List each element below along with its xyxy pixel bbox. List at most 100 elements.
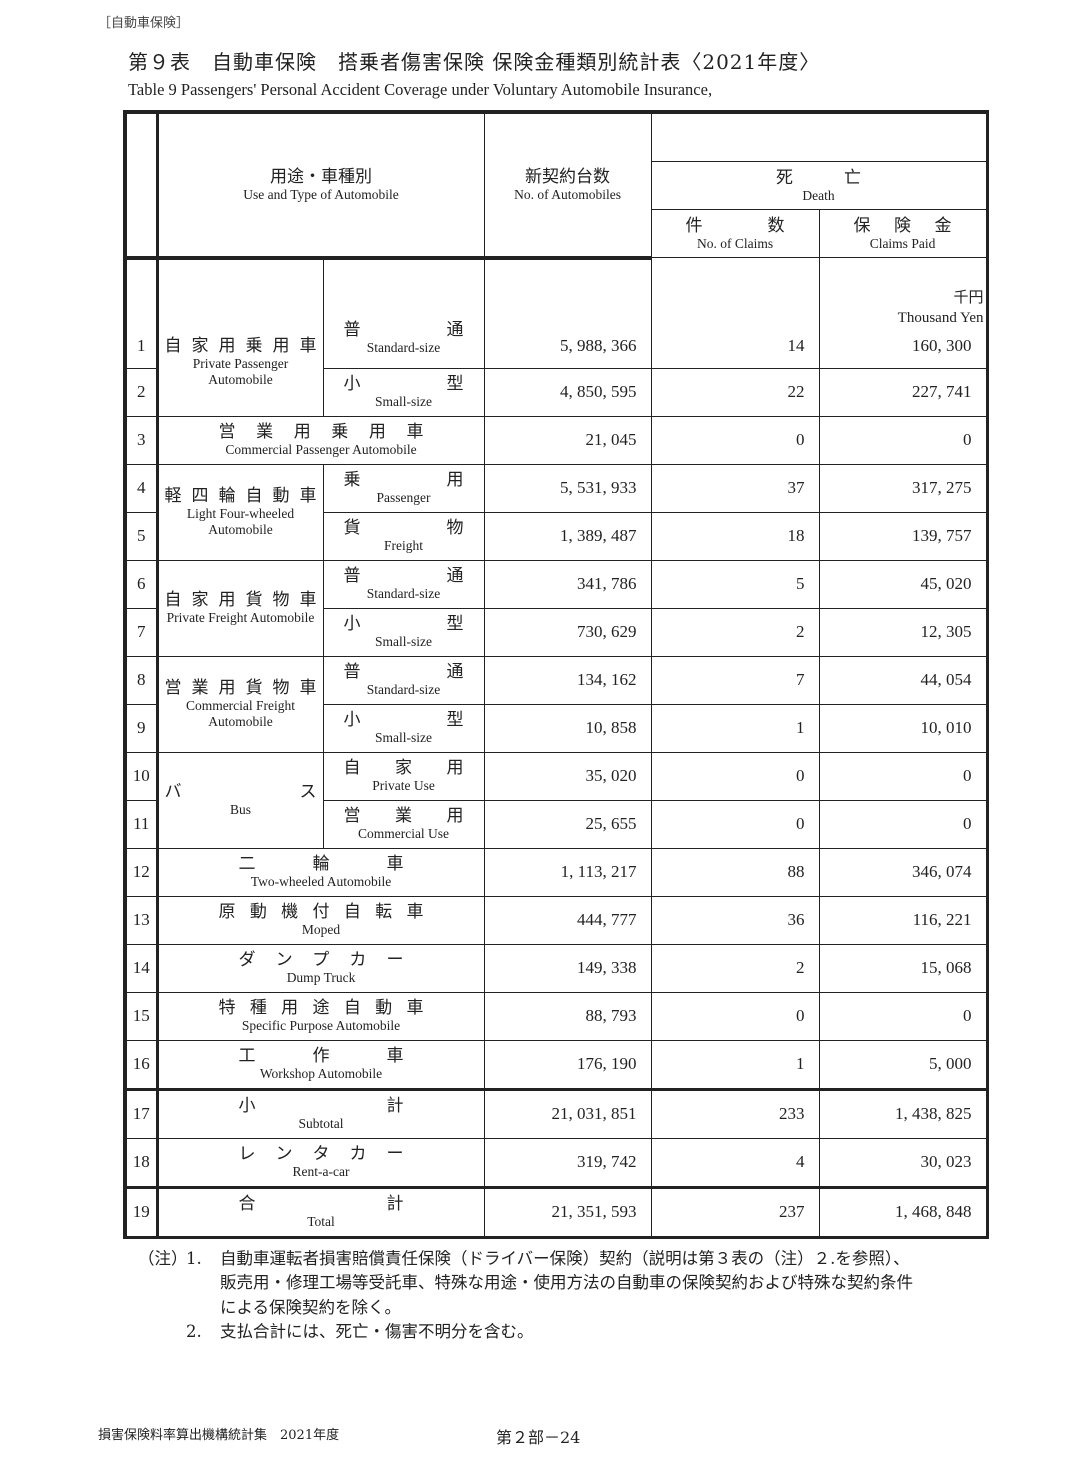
category-label: 合計 Total [156, 1185, 485, 1238]
category-label: 軽四輪自動車 Light Four-wheeled Automobile [156, 463, 324, 561]
subcategory-label-jp: 貨物 [343, 518, 464, 538]
row-number: 10 [124, 751, 159, 801]
subcategory-label-jp: 小型 [343, 374, 464, 394]
row-number: 9 [124, 703, 159, 753]
cell-value: 160, 300 [912, 335, 972, 355]
cell-value: 37 [787, 478, 805, 497]
section-tag: ［自動車保険］ [98, 16, 190, 31]
header-paid-jp: 保険金 [853, 215, 952, 236]
category-label-en: Dump Truck [286, 970, 356, 985]
table-row: 17 小計 Subtotal 21, 031, 851 233 1, 438, 825 [124, 1087, 988, 1139]
cell-automobiles: 319, 742 [483, 1137, 652, 1188]
cell-value: 21, 031, 851 [551, 1104, 637, 1123]
header-use-type-jp: 用途・車種別 [270, 166, 372, 187]
cell-paid: 317, 275 [818, 463, 988, 513]
table-row: 5 貨物 Freight 1, 389, 487 18 139, 757 [124, 511, 988, 561]
category-label-en: Total [307, 1214, 335, 1229]
subcategory-label-en: Passenger [376, 490, 431, 505]
subcategory-label-jp: 小型 [343, 614, 464, 634]
category-label-jp: 特種用途自動車 [218, 998, 424, 1018]
subcategory-label-jp: 自家用 [343, 758, 464, 778]
category-label: 二輪車 Two-wheeled Automobile [156, 847, 485, 897]
table-row: 14 ダンプカー Dump Truck 149, 338 2 15, 068 [124, 943, 988, 993]
cell-value: 36 [787, 910, 805, 929]
cell-value: 1 [796, 1054, 805, 1073]
category-label-en: Workshop Automobile [259, 1066, 383, 1081]
note-line: 支払合計には、死亡・傷害不明分を含む。 [220, 1322, 534, 1341]
category-label-jp: 自家用貨物車 [164, 590, 317, 610]
category-label-jp: 営業用乗用車 [218, 422, 424, 442]
cell-value: 116, 221 [912, 910, 972, 929]
header-use-type: 用途・車種別 Use and Type of Automobile [156, 111, 485, 260]
cell-claims: 88 [650, 847, 820, 897]
header-blank [650, 112, 988, 162]
cell-value: 319, 742 [577, 1152, 637, 1171]
cell-value: 5, 988, 366 [560, 335, 637, 355]
subcategory-label-en: Small-size [375, 634, 432, 649]
subcategory-label-en: Private Use [372, 778, 435, 793]
cell-claims: 0 [650, 415, 820, 465]
cell-paid: 45, 020 [818, 559, 988, 609]
cell-claims: 0 [650, 751, 820, 801]
cell-claims: 5 [650, 559, 820, 609]
category-label: 営業用貨物車 Commercial Freight Automobile [156, 655, 324, 753]
cell-claims: 237 [650, 1185, 820, 1238]
cell-automobiles: 4, 850, 595 [483, 367, 652, 417]
subcategory-label: 普通 Standard-size [322, 257, 485, 369]
category-label: ダンプカー Dump Truck [156, 943, 485, 993]
table-row: 1 自家用乗用車 Private Passenger Automobile 普通 Sta… [124, 257, 988, 417]
cell-paid: 0 [818, 415, 988, 465]
category-label-en: Commercial Passenger Automobile [225, 442, 417, 457]
row-number: 13 [124, 895, 159, 945]
subcategory-label: 乗用 Passenger [322, 463, 485, 513]
subcategory-label-jp: 普通 [343, 662, 464, 682]
cell-claims: 2 [650, 607, 820, 657]
cell-value: 35, 020 [585, 766, 637, 785]
subcategory-label: 小型 Small-size [322, 367, 485, 417]
table-row: 8 営業用貨物車 Commercial Freight Automobile 普通 St… [124, 655, 988, 753]
cell-claims: 18 [650, 511, 820, 561]
row-number: 15 [124, 991, 159, 1041]
cell-value: 0 [963, 430, 972, 449]
cell-value: 10, 010 [920, 718, 972, 737]
subcategory-label: 普通 Standard-size [322, 655, 485, 705]
row-number: 8 [124, 655, 159, 705]
cell-value: 227, 741 [912, 382, 972, 401]
subcategory-label: 小型 Small-size [322, 607, 485, 657]
subcategory-label-jp: 小型 [343, 710, 464, 730]
header-death-en: Death [802, 187, 835, 203]
cell-paid: 227, 741 [818, 367, 988, 417]
cell-value: 12, 305 [920, 622, 972, 641]
cell-paid: 1, 438, 825 [818, 1087, 988, 1139]
cell-automobiles: 21, 351, 593 [483, 1185, 652, 1238]
cell-claims: 14 [650, 257, 820, 369]
header-paid: 保険金 Claims Paid [818, 209, 988, 258]
cell-value: 2 [796, 958, 805, 977]
cell-automobiles: 341, 786 [483, 559, 652, 609]
cell-claims: 37 [650, 463, 820, 513]
category-label: バス Bus [156, 751, 324, 849]
cell-paid: 5, 000 [818, 1039, 988, 1090]
table-row: 7 小型 Small-size 730, 629 2 12, 305 [124, 607, 988, 657]
cell-automobiles: 88, 793 [483, 991, 652, 1041]
category-label: 自家用貨物車 Private Freight Automobile [156, 559, 324, 657]
category-label-jp: レンタカー [238, 1144, 404, 1164]
subcategory-label: 普通 Standard-size [322, 559, 485, 609]
cell-claims: 1 [650, 703, 820, 753]
cell-value: 730, 629 [577, 622, 637, 641]
row-number: 14 [124, 943, 159, 993]
cell-value: 88, 793 [585, 1006, 637, 1025]
header-death: 死 亡 Death [650, 161, 988, 210]
cell-automobiles: 10, 858 [483, 703, 652, 753]
row-number-text: 12 [132, 862, 150, 881]
row-number-text: 15 [132, 1006, 150, 1025]
header-automobiles-en: No. of Automobiles [514, 186, 621, 202]
header-claims-en: No. of Claims [696, 235, 774, 251]
category-label-en: Specific Purpose Automobile [241, 1018, 401, 1033]
header-claims: 件数 No. of Claims [650, 209, 820, 258]
cell-value: 149, 338 [577, 958, 637, 977]
cell-automobiles: 5, 531, 933 [483, 463, 652, 513]
row-number-text: 4 [137, 478, 146, 497]
row-number: 17 [124, 1087, 159, 1139]
notes: （注） 1. 自動車運転者損害賠償責任保険（ドライバー保険）契約（説明は第３表の… [138, 1247, 995, 1345]
